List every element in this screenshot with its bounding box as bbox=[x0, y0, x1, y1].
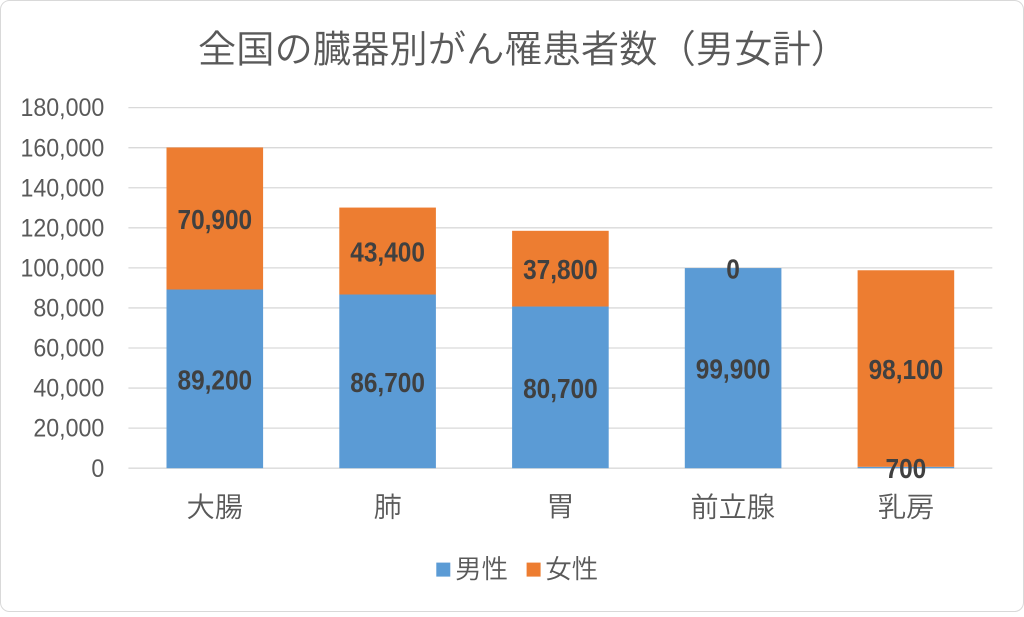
svg-text:99,900: 99,900 bbox=[696, 354, 771, 385]
svg-text:700: 700 bbox=[886, 453, 927, 484]
svg-text:43,400: 43,400 bbox=[350, 236, 425, 267]
svg-text:80,700: 80,700 bbox=[523, 373, 598, 404]
svg-text:20,000: 20,000 bbox=[33, 415, 104, 443]
svg-text:160,000: 160,000 bbox=[21, 134, 105, 162]
svg-text:98,100: 98,100 bbox=[869, 354, 944, 385]
svg-text:40,000: 40,000 bbox=[33, 375, 104, 403]
svg-text:0: 0 bbox=[726, 253, 740, 284]
svg-text:60,000: 60,000 bbox=[33, 335, 104, 363]
svg-text:80,000: 80,000 bbox=[33, 295, 104, 323]
svg-text:100,000: 100,000 bbox=[21, 254, 105, 282]
svg-text:120,000: 120,000 bbox=[21, 214, 105, 242]
svg-text:89,200: 89,200 bbox=[178, 364, 253, 395]
svg-text:37,800: 37,800 bbox=[523, 254, 598, 285]
svg-text:0: 0 bbox=[91, 455, 104, 483]
svg-text:180,000: 180,000 bbox=[21, 94, 105, 122]
svg-text:70,900: 70,900 bbox=[178, 204, 253, 235]
svg-text:140,000: 140,000 bbox=[21, 174, 105, 202]
svg-text:86,700: 86,700 bbox=[350, 367, 425, 398]
